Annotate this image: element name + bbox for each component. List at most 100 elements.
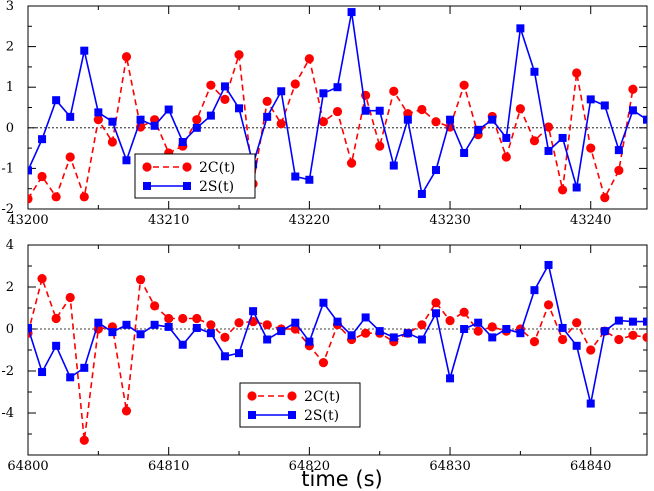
data-point xyxy=(164,105,173,114)
series-line-1 xyxy=(28,11,647,197)
data-point xyxy=(66,112,75,121)
data-point xyxy=(333,317,342,326)
data-point xyxy=(28,166,32,175)
data-point xyxy=(37,171,47,182)
data-point xyxy=(107,137,118,147)
data-point xyxy=(530,286,539,295)
data-point xyxy=(628,330,638,340)
y-tick-label: -1 xyxy=(1,161,14,176)
data-point xyxy=(628,106,637,115)
data-point xyxy=(543,300,554,310)
data-point xyxy=(178,340,187,349)
data-point xyxy=(37,274,47,284)
data-point xyxy=(234,318,244,328)
x-tick-label: 64820 xyxy=(289,459,330,474)
data-point xyxy=(319,89,328,98)
data-point xyxy=(276,119,286,129)
legend: 2C(t) 2S(t) xyxy=(134,153,256,199)
data-point xyxy=(445,316,455,326)
y-tick-label: 0 xyxy=(6,121,14,136)
data-point xyxy=(459,80,469,90)
data-point xyxy=(347,8,356,17)
data-point xyxy=(516,24,525,33)
data-point xyxy=(614,146,623,155)
data-point xyxy=(150,301,160,311)
y-tick-label: 3 xyxy=(6,0,14,14)
data-point xyxy=(572,183,581,192)
x-tick-label: 43240 xyxy=(570,213,611,228)
data-point xyxy=(530,67,539,76)
data-point xyxy=(263,335,272,344)
data-point xyxy=(51,192,61,202)
data-point xyxy=(600,193,610,203)
data-point xyxy=(333,83,342,92)
data-point xyxy=(136,115,145,124)
legend: 2C(t) 2S(t) xyxy=(239,382,361,428)
legend-marker xyxy=(248,411,256,419)
legend-marker xyxy=(287,391,297,401)
data-point xyxy=(417,335,426,344)
data-point xyxy=(502,325,511,333)
data-point xyxy=(318,358,329,368)
data-point xyxy=(431,298,441,308)
data-layer xyxy=(28,8,647,204)
data-point xyxy=(220,82,229,91)
data-point xyxy=(431,117,441,127)
data-point xyxy=(206,111,215,120)
data-point xyxy=(79,192,89,202)
data-point xyxy=(178,138,187,147)
legend-box xyxy=(134,153,256,199)
data-point xyxy=(459,307,469,317)
y-tick-label: 4 xyxy=(6,238,14,253)
data-point xyxy=(121,52,132,62)
data-point xyxy=(572,341,581,350)
y-tick-label: 2 xyxy=(6,40,14,55)
data-point xyxy=(502,133,511,142)
data-point xyxy=(164,313,174,324)
data-point xyxy=(586,399,595,408)
x-axis-label: time (s) xyxy=(301,467,382,491)
legend-label: 2C(t) xyxy=(304,389,340,405)
data-point xyxy=(150,320,159,329)
data-point xyxy=(586,143,596,153)
legend-marker xyxy=(183,182,191,190)
data-point xyxy=(347,331,356,340)
legend-label: 2S(t) xyxy=(304,408,339,424)
data-point xyxy=(220,332,230,342)
x-tick-label: 64810 xyxy=(148,459,189,474)
data-point xyxy=(108,328,117,337)
legend-box xyxy=(239,382,361,428)
data-point xyxy=(544,260,553,269)
data-point xyxy=(389,161,398,170)
data-point xyxy=(529,136,540,146)
data-point xyxy=(93,115,103,125)
legend-label: 2C(t) xyxy=(199,160,235,176)
data-point xyxy=(389,333,398,342)
y-tick-label: -2 xyxy=(1,202,14,217)
top-panel: 43200 43210 43220 43230 43240 -2 -1 0 1 2 3 2C(t) 2S… xyxy=(1,0,648,228)
data-point xyxy=(628,84,638,94)
data-point xyxy=(446,374,455,383)
x-tick-label: 43210 xyxy=(148,213,189,228)
data-point xyxy=(614,334,624,345)
data-point xyxy=(403,329,412,338)
data-point xyxy=(488,333,497,342)
data-point xyxy=(192,115,202,125)
data-point xyxy=(460,148,469,157)
data-point xyxy=(417,320,427,330)
data-point xyxy=(234,50,244,60)
x-tick-label: 64840 xyxy=(570,459,611,474)
data-point xyxy=(375,106,384,115)
data-point xyxy=(446,115,455,124)
data-point xyxy=(558,133,567,142)
y-tick-label: 2 xyxy=(6,280,14,295)
data-point xyxy=(80,46,89,55)
data-point xyxy=(262,96,272,107)
data-point xyxy=(206,320,216,330)
data-point xyxy=(460,325,469,333)
data-point xyxy=(178,313,188,324)
legend-marker xyxy=(247,391,257,401)
data-point xyxy=(108,117,117,126)
data-point xyxy=(543,122,554,132)
